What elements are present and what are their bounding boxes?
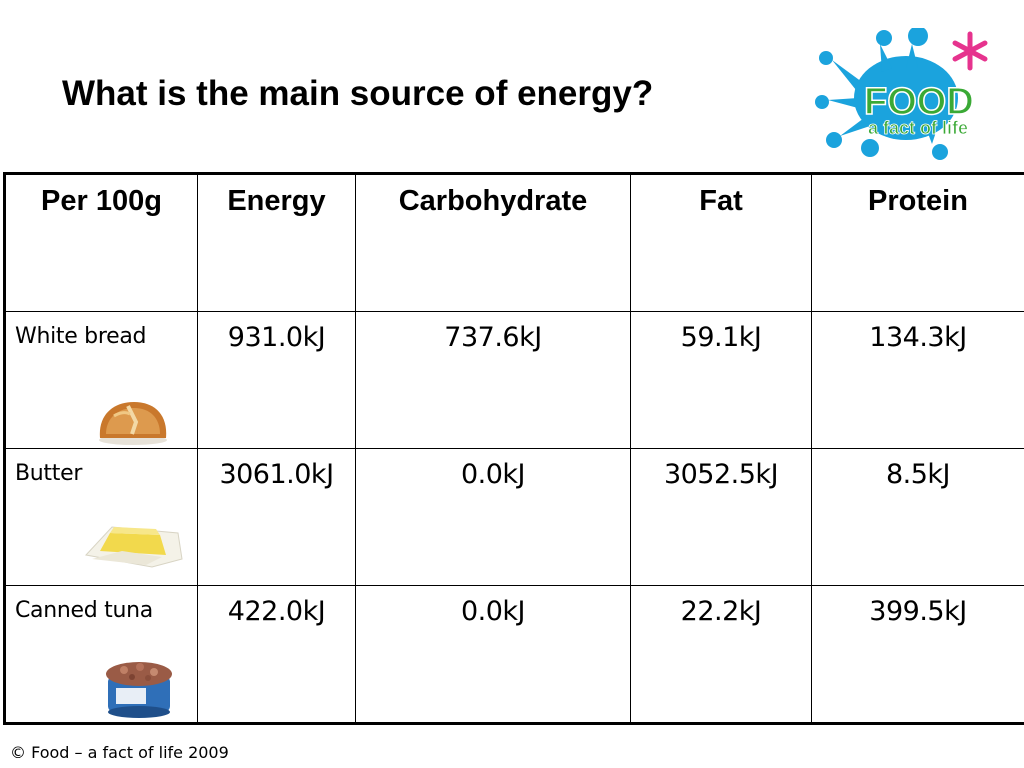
food-cell: White bread (4, 311, 198, 450)
fat-value: 22.2kJ (680, 596, 762, 627)
nutrition-table: Per 100g Energy Carbohydrate Fat Protein… (3, 172, 1024, 725)
protein-cell: 134.3kJ (811, 311, 1024, 449)
header-energy: Energy (227, 185, 326, 217)
carbohydrate-value: 0.0kJ (460, 596, 526, 627)
fat-cell: 59.1kJ (630, 311, 812, 449)
table-row: White bread 931.0kJ 737.6kJ 59.1kJ 134.3… (4, 311, 1024, 450)
logo-word: FOOD (864, 81, 974, 123)
energy-value: 422.0kJ (227, 596, 326, 627)
fat-cell: 22.2kJ (630, 585, 812, 724)
energy-cell: 931.0kJ (197, 311, 356, 449)
copyright-footer: © Food – a fact of life 2009 (10, 743, 229, 762)
protein-value: 399.5kJ (869, 596, 967, 627)
logo-tagline: a fact of life (868, 118, 968, 138)
protein-value: 8.5kJ (885, 459, 951, 490)
energy-value: 3061.0kJ (219, 459, 334, 490)
food-name: Butter (15, 461, 83, 486)
carbohydrate-value: 0.0kJ (460, 459, 526, 490)
header-protein: Protein (868, 185, 968, 217)
header-fat: Fat (699, 185, 743, 217)
butter-icon (82, 515, 186, 573)
protein-value: 134.3kJ (869, 322, 967, 353)
energy-value: 931.0kJ (227, 322, 326, 353)
fat-value: 3052.5kJ (663, 459, 779, 490)
carbohydrate-cell: 0.0kJ (355, 448, 631, 586)
header-per-100g: Per 100g (41, 185, 162, 217)
energy-cell: 422.0kJ (197, 585, 356, 724)
header-cell: Carbohydrate (355, 173, 631, 312)
table-row: Butter 3061.0kJ 0.0kJ 3052.5kJ 8.5kJ (4, 448, 1024, 586)
header-cell: Energy (197, 173, 356, 312)
protein-cell: 399.5kJ (811, 585, 1024, 724)
bread-loaf-icon (94, 394, 172, 450)
protein-cell: 8.5kJ (811, 448, 1024, 586)
food-cell: Butter (4, 448, 198, 586)
tuna-can-icon (102, 658, 176, 722)
fat-cell: 3052.5kJ (630, 448, 812, 586)
food-name: White bread (15, 324, 147, 349)
header-carbohydrate: Carbohydrate (398, 185, 588, 217)
food-cell: Canned tuna (4, 585, 198, 724)
header-cell: Per 100g (4, 173, 198, 312)
food-a-fact-of-life-logo: FOOD a fact of life (814, 28, 1006, 160)
slide-title: What is the main source of energy? (62, 74, 654, 113)
food-name: Canned tuna (15, 598, 153, 623)
carbohydrate-cell: 737.6kJ (355, 311, 631, 449)
header-cell: Protein (811, 173, 1024, 312)
energy-cell: 3061.0kJ (197, 448, 356, 586)
header-cell: Fat (630, 173, 812, 312)
table-row: Canned tuna 422.0kJ 0.0kJ 22.2kJ 399.5kJ (4, 585, 1024, 724)
table-header-row: Per 100g Energy Carbohydrate Fat Protein (4, 173, 1024, 312)
fat-value: 59.1kJ (680, 322, 762, 353)
carbohydrate-value: 737.6kJ (444, 322, 542, 353)
carbohydrate-cell: 0.0kJ (355, 585, 631, 724)
